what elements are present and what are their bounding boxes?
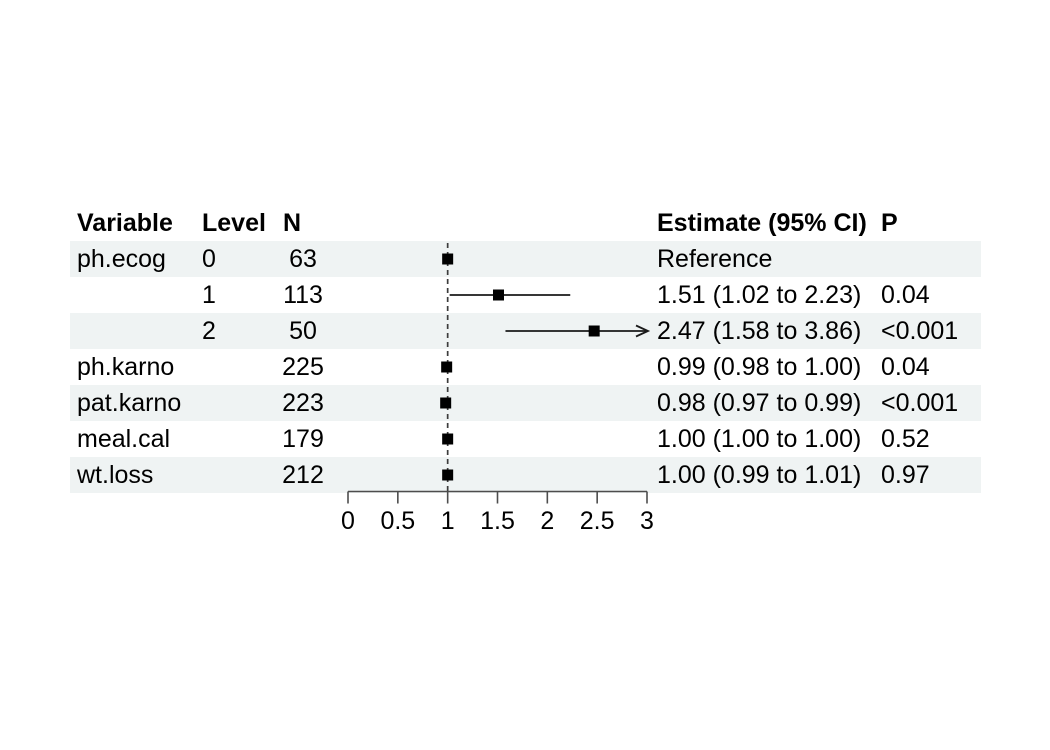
table-row: meal.cal 179 1.00 (1.00 to 1.00) 0.52: [70, 421, 981, 457]
level-cell: 2: [202, 317, 216, 345]
table-header-row: Variable Level N Estimate (95% CI) P: [70, 205, 981, 241]
n-cell: 225: [282, 353, 324, 381]
table-row: 2 50 2.47 (1.58 to 3.86) <0.001: [70, 313, 981, 349]
table-row: 1 113 1.51 (1.02 to 2.23) 0.04: [70, 277, 981, 313]
n-cell: 63: [289, 245, 317, 273]
table-row: pat.karno 223 0.98 (0.97 to 0.99) <0.001: [70, 385, 981, 421]
column-header-level: Level: [202, 209, 266, 237]
p-value-cell: <0.001: [881, 389, 959, 417]
n-cell: 179: [282, 425, 324, 453]
n-cell: 50: [289, 317, 317, 345]
p-value-cell: 0.52: [881, 425, 930, 453]
column-header-n: N: [283, 209, 302, 237]
estimate-cell: 0.98 (0.97 to 0.99): [657, 389, 862, 417]
n-cell: 212: [282, 461, 324, 489]
level-cell: 1: [202, 281, 216, 309]
axis-tick-label: 0: [341, 507, 355, 535]
n-cell: 113: [283, 281, 323, 309]
variable-cell: ph.karno: [77, 353, 175, 381]
p-value-cell: <0.001: [881, 317, 959, 345]
estimate-cell: 1.00 (1.00 to 1.00): [657, 425, 862, 453]
estimate-cell: 2.47 (1.58 to 3.86): [657, 317, 862, 345]
variable-cell: pat.karno: [77, 389, 182, 417]
axis-tick-label: 1: [441, 507, 455, 535]
axis-tick-label: 1.5: [480, 507, 515, 535]
estimate-cell: Reference: [657, 245, 773, 273]
variable-cell: meal.cal: [77, 425, 171, 453]
estimate-cell: 1.51 (1.02 to 2.23): [657, 281, 862, 309]
axis-tick-label: 2: [540, 507, 554, 535]
column-header-variable: Variable: [77, 209, 173, 237]
variable-cell: wt.loss: [77, 461, 154, 489]
column-header-p: P: [881, 209, 898, 237]
axis-tick-label: 3: [640, 507, 654, 535]
table-row: wt.loss 212 1.00 (0.99 to 1.01) 0.97: [70, 457, 981, 493]
variable-cell: ph.ecog: [77, 245, 166, 273]
column-header-estimate: Estimate (95% CI): [657, 209, 867, 237]
axis-tick-label: 2.5: [580, 507, 615, 535]
p-value-cell: 0.04: [881, 281, 930, 309]
table-row: ph.ecog 0 63 Reference: [70, 241, 981, 277]
axis-tick-label: 0.5: [380, 507, 415, 535]
p-value-cell: 0.97: [881, 461, 930, 489]
n-cell: 223: [282, 389, 324, 417]
p-value-cell: 0.04: [881, 353, 930, 381]
table-row: ph.karno 225 0.99 (0.98 to 1.00) 0.04: [70, 349, 981, 385]
level-cell: 0: [202, 245, 216, 273]
estimate-cell: 0.99 (0.98 to 1.00): [657, 353, 862, 381]
estimate-cell: 1.00 (0.99 to 1.01): [657, 461, 862, 489]
